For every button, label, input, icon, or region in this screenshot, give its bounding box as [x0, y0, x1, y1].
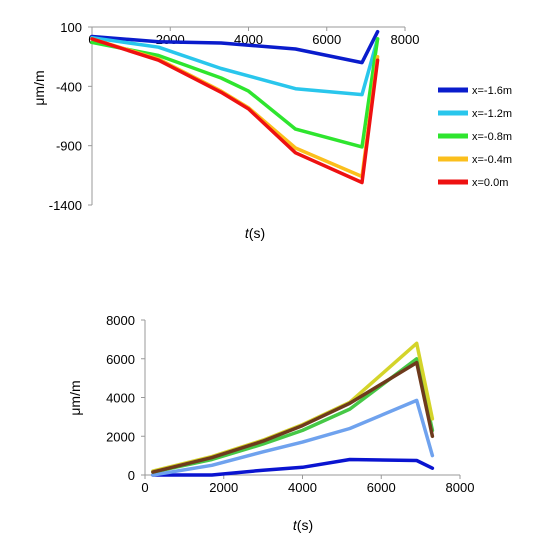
- x-axis-title: t(s): [245, 225, 265, 241]
- y-tick-label: -900: [56, 139, 82, 154]
- series-line-4: [90, 37, 380, 179]
- y-tick-label: -1400: [49, 198, 82, 213]
- series-line-2: [151, 398, 435, 477]
- y-axis-title: μm/m: [31, 70, 47, 105]
- legend-label: x=-1.2m: [472, 108, 512, 120]
- y-axis-title: μm/m: [67, 380, 83, 415]
- legend-label: x=0.0m: [472, 177, 508, 189]
- legend-label: x=-0.4m: [472, 154, 512, 166]
- x-tick-label: 0: [141, 480, 148, 495]
- series-line-5: [90, 37, 380, 185]
- x-tick-label: 2000: [209, 480, 238, 495]
- x-tick-label: 6000: [312, 32, 341, 47]
- series-line-5: [151, 360, 435, 474]
- legend-label: x=-1.6m: [472, 85, 512, 97]
- series-line-4: [151, 341, 435, 473]
- y-tick-label: 0: [128, 468, 135, 483]
- y-tick-label: 6000: [106, 352, 135, 367]
- y-tick-label: 100: [60, 20, 82, 35]
- series-line-3: [151, 357, 435, 474]
- y-tick-label: 2000: [106, 429, 135, 444]
- x-axis-title: t(s): [293, 517, 313, 533]
- series-line-3: [90, 37, 380, 149]
- x-tick-label: 6000: [367, 480, 396, 495]
- x-tick-label: 8000: [446, 480, 475, 495]
- series-line-2: [90, 35, 380, 97]
- legend-label: x=-0.8m: [472, 131, 512, 143]
- chart-2: 0 2000 4000 6000 8000 0 2000 4000 6000 8000 t(s) μm…: [67, 313, 474, 533]
- y-tick-label: 8000: [106, 313, 135, 328]
- series-line-1: [151, 457, 435, 477]
- series-line-1: [90, 29, 380, 65]
- x-tick-label: 4000: [288, 480, 317, 495]
- y-tick-label: -400: [56, 79, 82, 94]
- legend: x=-1.6m x=-1.2m x=-0.8m x=-0.4m x=0.0m: [438, 85, 512, 189]
- x-tick-label: 8000: [391, 32, 420, 47]
- y-tick-label: 4000: [106, 391, 135, 406]
- x-tick-label: 2000: [156, 32, 185, 47]
- chart-1: 0 2000 4000 6000 8000100-400-900-1400t(s)μm/…: [31, 20, 512, 241]
